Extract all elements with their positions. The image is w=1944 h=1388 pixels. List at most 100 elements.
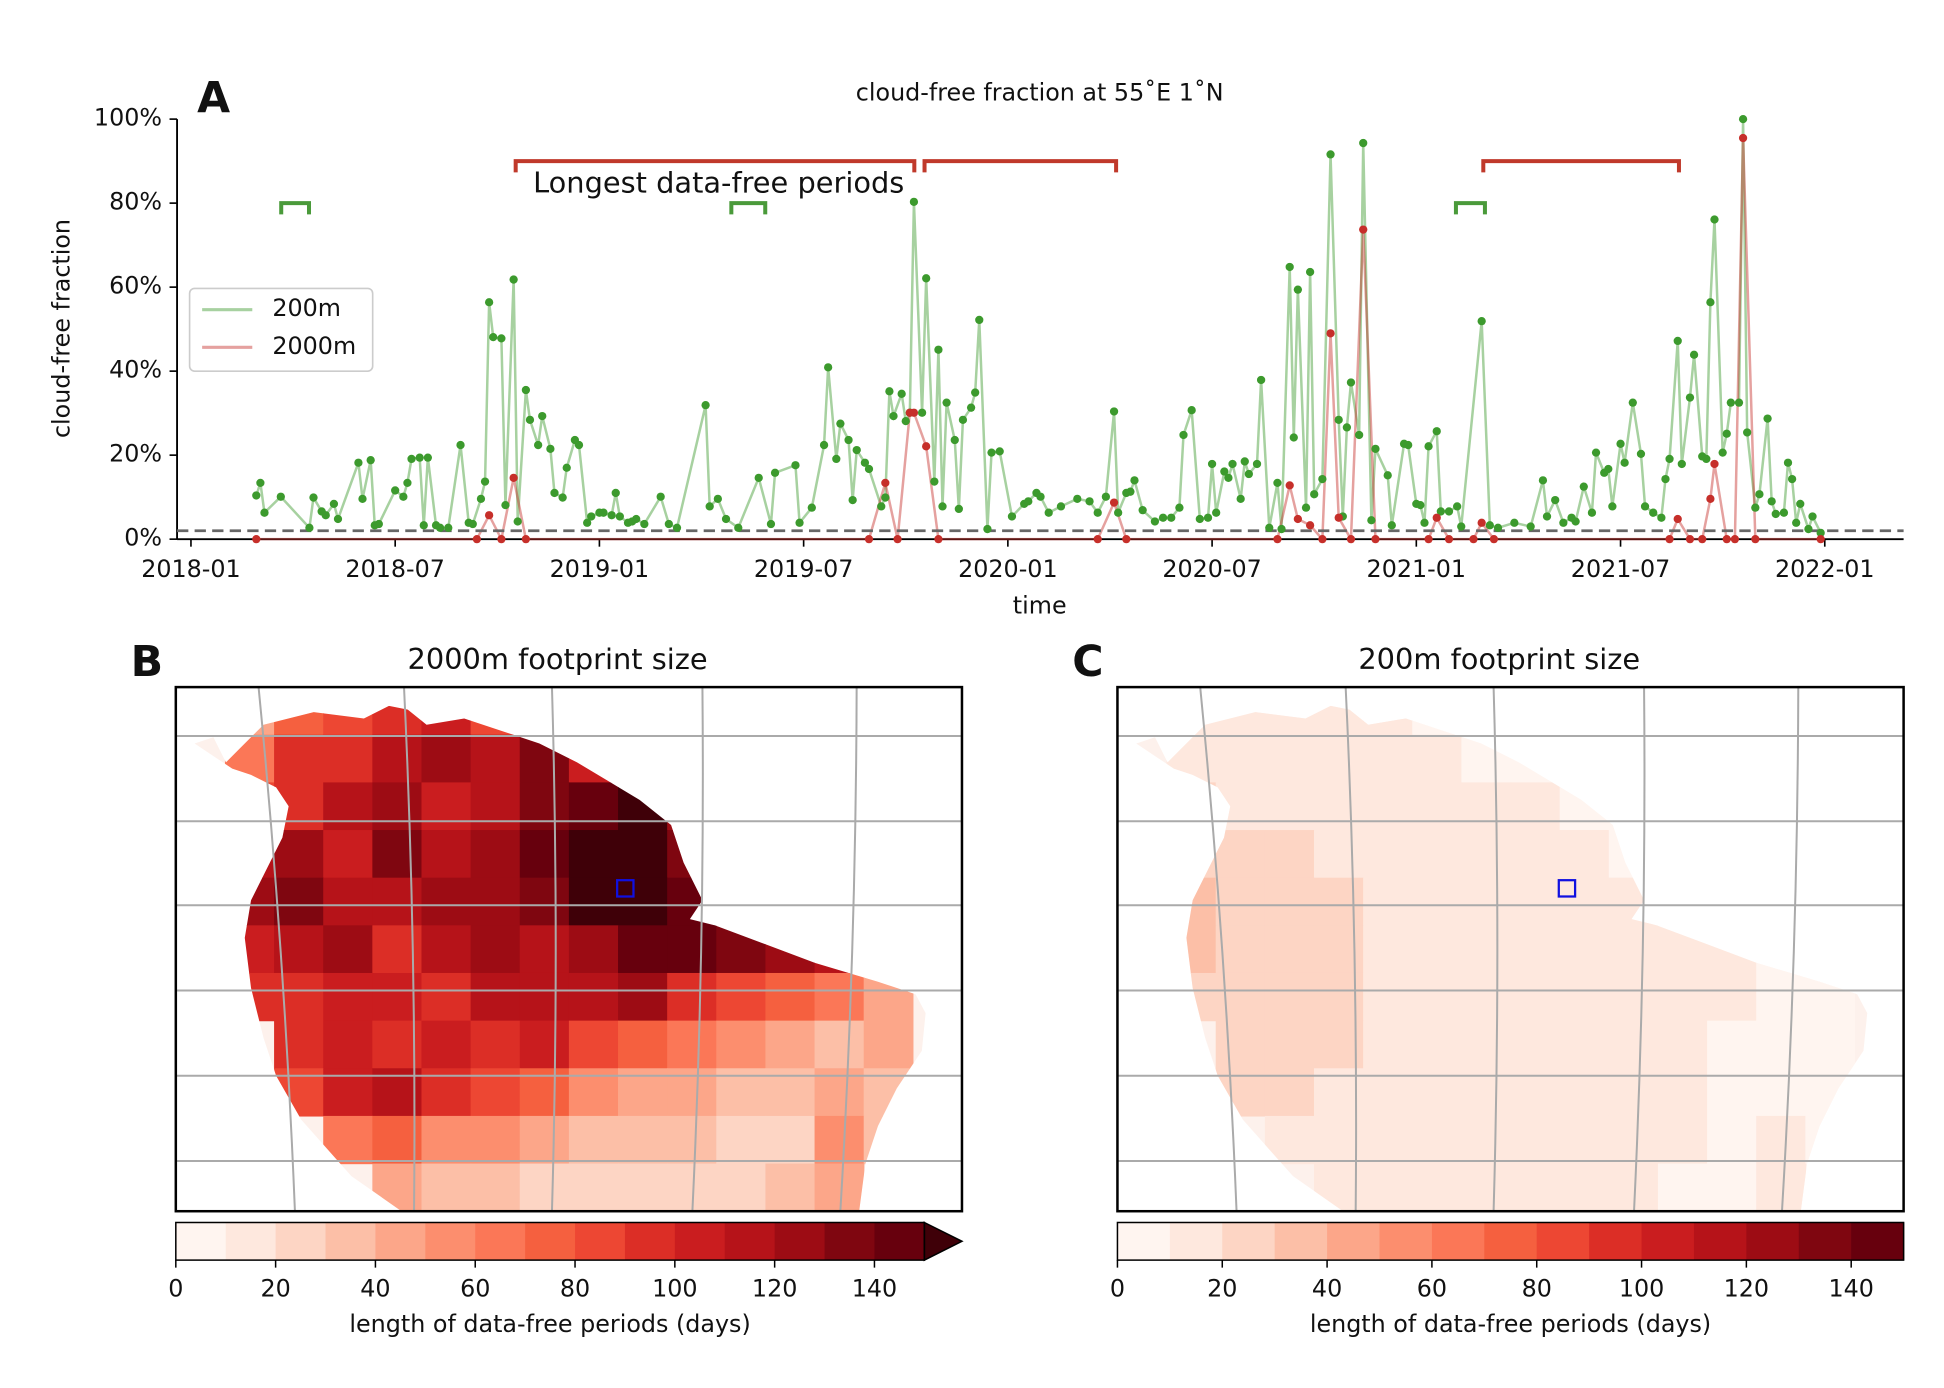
data-point [1207, 459, 1217, 469]
heat-cell [519, 1163, 570, 1212]
heat-cell [618, 830, 668, 879]
heat-cell [1559, 1163, 1610, 1212]
data-point [1056, 502, 1066, 511]
data-point [1310, 490, 1319, 499]
data-point [305, 523, 314, 532]
data-point [1665, 454, 1674, 464]
heat-cell [1707, 1115, 1757, 1165]
data-point [1722, 429, 1731, 438]
heat-cell [1264, 972, 1315, 1022]
y-tick-label: 60% [109, 272, 162, 300]
data-point [1359, 138, 1368, 148]
heat-cell [618, 1020, 668, 1069]
heat-cell [1510, 1020, 1561, 1069]
data-point [1109, 498, 1119, 507]
heat-cell [1510, 972, 1561, 1022]
heat-cell [1461, 830, 1512, 879]
data-point [934, 345, 943, 354]
colorbar-frame [1116, 1221, 1905, 1261]
data-point [521, 535, 531, 544]
data-point [1444, 535, 1454, 544]
data-point [832, 454, 841, 464]
heat-cell [1559, 925, 1610, 974]
heat-cell [1215, 972, 1266, 1022]
heat-cell [1657, 972, 1708, 1022]
y-tick-label: 20% [109, 440, 162, 468]
data-point [791, 461, 800, 470]
data-point [860, 458, 870, 467]
data-point [1212, 508, 1221, 517]
data-point [1710, 459, 1719, 469]
heat-cell [618, 877, 668, 926]
heat-cell [1510, 877, 1561, 926]
heat-cell [1559, 972, 1610, 1022]
heat-cell [1559, 1115, 1610, 1165]
colorbar-bin [1431, 1222, 1485, 1261]
data-point [1130, 476, 1139, 485]
legend-label: 2000m [272, 332, 356, 360]
heat-cell [1461, 1020, 1512, 1069]
heat-cell [765, 1020, 816, 1069]
data-point [1489, 535, 1499, 544]
data-point [1706, 298, 1715, 307]
data-point [889, 411, 898, 421]
data-point [562, 463, 571, 472]
heat-cell [1412, 1020, 1463, 1069]
data-point [1738, 114, 1748, 124]
data-point [1073, 494, 1082, 503]
bracket [513, 159, 917, 173]
data-point [1792, 518, 1801, 527]
data-point [521, 385, 531, 395]
data-point [1436, 507, 1445, 516]
heat-cell [765, 1163, 816, 1212]
heat-cell [618, 925, 668, 974]
heat-cell [1412, 972, 1463, 1022]
data-point [358, 494, 367, 503]
colorbar-bin [1641, 1222, 1695, 1261]
heat-cell [274, 1020, 324, 1069]
data-point [489, 332, 498, 342]
chart-title: cloud-free fraction at 55˚E 1˚N [856, 79, 1224, 107]
data-point [766, 519, 776, 529]
data-point [844, 435, 853, 445]
data-point [770, 468, 780, 477]
data-point [1318, 474, 1327, 484]
heat-cell [814, 972, 865, 1022]
heat-cell [1608, 972, 1659, 1022]
colorbar-bin [225, 1222, 277, 1261]
heat-cell [667, 1020, 717, 1069]
heat-cell [1510, 782, 1561, 831]
colorbar-bin [525, 1222, 576, 1261]
heat-cell [274, 877, 324, 926]
data-point [1150, 517, 1160, 526]
colorbar-bin [425, 1222, 476, 1261]
data-point [1228, 459, 1237, 469]
heat-cell [421, 782, 472, 831]
data-point [824, 363, 833, 372]
data-point [1751, 535, 1760, 544]
data-point [1726, 398, 1735, 407]
data-point [1685, 393, 1695, 402]
data-point [444, 523, 453, 532]
data-point [909, 408, 919, 417]
colorbar-bin [674, 1222, 726, 1261]
colorbar-bin [1274, 1222, 1328, 1261]
data-point [1367, 516, 1376, 525]
heat-cell [470, 1020, 521, 1069]
data-point [1526, 522, 1535, 531]
heat-cell [1412, 925, 1463, 974]
heat-cell [568, 877, 619, 926]
data-point [1256, 375, 1266, 385]
heat-cell [814, 1163, 865, 1212]
colorbar-bin [1169, 1222, 1223, 1261]
colorbar-bin [1117, 1222, 1171, 1261]
heat-cell [667, 925, 717, 974]
data-point [1244, 469, 1253, 479]
heat-cell [1313, 877, 1364, 926]
x-tick-label: 2022-01 [1775, 555, 1875, 583]
y-axis-label: cloud-free fraction [47, 219, 75, 438]
data-point [615, 512, 624, 521]
data-point [852, 445, 861, 455]
series-line [255, 119, 1822, 534]
